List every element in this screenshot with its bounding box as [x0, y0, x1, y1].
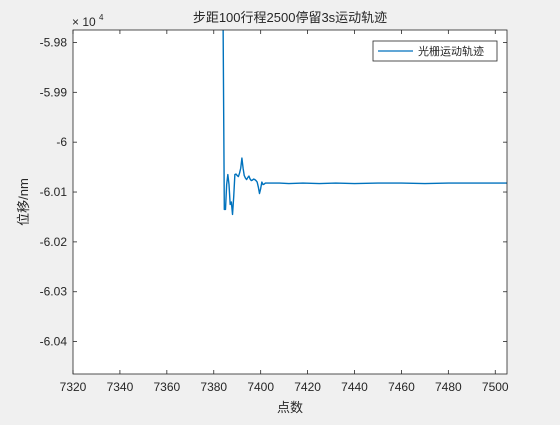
y-tick-label: -6	[56, 135, 67, 149]
y-tick-label: -5.99	[40, 85, 68, 99]
x-tick-label: 7420	[294, 380, 321, 394]
legend: 光栅运动轨迹	[372, 40, 498, 62]
x-tick-label: 7400	[247, 380, 274, 394]
x-tick-label: 7360	[153, 380, 180, 394]
y-exponent-base: × 10	[72, 15, 96, 29]
series-line-0	[222, 30, 507, 216]
plot-area	[73, 30, 507, 374]
y-exponent-power: 4	[99, 13, 104, 22]
axes-frame	[72, 29, 508, 375]
legend-entry-label: 光栅运动轨迹	[418, 44, 484, 58]
y-tick-label: -6.01	[40, 185, 68, 199]
x-tick-label: 7500	[482, 380, 509, 394]
x-tick-label: 7340	[107, 380, 134, 394]
x-tick-label: 7480	[435, 380, 462, 394]
x-tick-label: 7440	[341, 380, 368, 394]
y-tick-label: -6.02	[40, 235, 68, 249]
y-tick-label: -6.03	[40, 285, 68, 299]
y-axis-label: 位移/nm	[16, 178, 31, 226]
y-tick-label: -5.98	[40, 35, 68, 49]
x-axis-label: 点数	[277, 400, 303, 415]
x-tick-label: 7460	[388, 380, 415, 394]
x-tick-label: 7380	[200, 380, 227, 394]
y-tick-label: -6.04	[40, 335, 68, 349]
chart-title: 步距100行程2500停留3s运动轨迹	[193, 10, 387, 25]
x-tick-label: 7320	[60, 380, 87, 394]
legend-box	[372, 40, 498, 62]
